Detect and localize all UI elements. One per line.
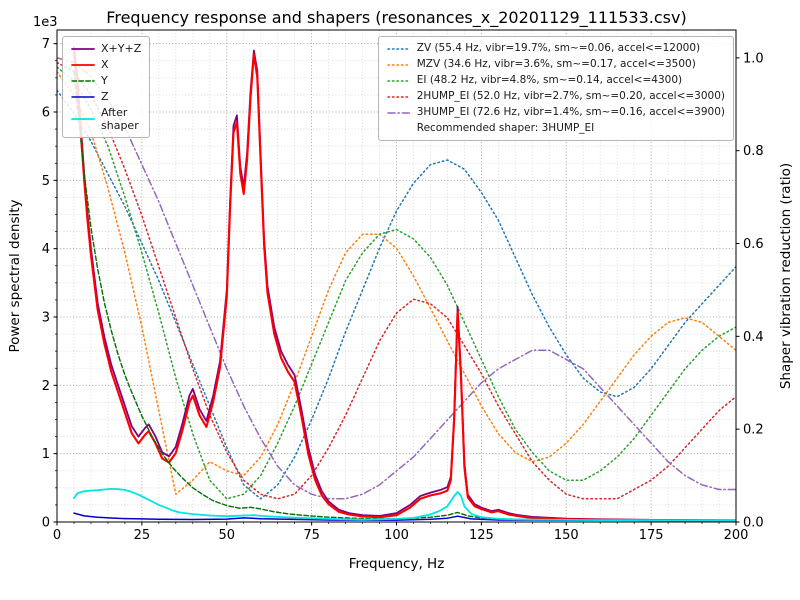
y-tick-label-right: 0.2 [743,423,764,438]
legend-label: Recommended shaper: 3HUMP_EI [416,122,595,134]
series-psd-after-shaper [73,488,736,522]
series-shaper-mzv [57,71,736,495]
y-tick-label-left: 1 [42,447,50,462]
y-tick-label-left: 6 [42,106,50,121]
series-shaper-zv [57,89,736,500]
legend-label: ZV (55.4 Hz, vibr=19.7%, sm~=0.06, accel… [416,42,701,54]
y-tick-label-left: 7 [42,37,50,52]
x-tick-label: 125 [469,528,494,543]
legend-blank-swatch [387,124,411,134]
legend-line-x-icon [71,63,95,66]
y-tick-label-right: 0.0 [743,516,764,531]
legend-item-x-y-z: X+Y+Z [71,42,141,55]
legend-line-after-shaper-icon [71,118,95,120]
x-tick-label: 25 [134,528,151,543]
legend-item-x: X [71,58,141,71]
legend-item-after-shaper: After shaper [71,106,141,132]
legend-label: 3HUMP_EI (72.6 Hz, vibr=1.4%, sm~=0.16, … [416,106,725,118]
legend-item-zv: ZV (55.4 Hz, vibr=19.7%, sm~=0.06, accel… [387,42,725,55]
legend-item-y: Y [71,74,141,87]
legend-label: MZV (34.6 Hz, vibr=3.6%, sm~=0.17, accel… [416,58,696,70]
legend-line-ei-icon [387,79,411,82]
x-tick-label: 50 [218,528,235,543]
legend-line-2hump_ei-icon [387,95,411,98]
x-tick-label: 0 [53,528,61,543]
y-tick-label-left: 2 [42,379,50,394]
legend-line-3hump_ei-icon [387,111,411,114]
chart-title: Frequency response and shapers (resonanc… [106,8,687,27]
x-tick-label: 75 [303,528,320,543]
legend-line-z-icon [71,95,95,98]
legend-item-recommended: Recommended shaper: 3HUMP_EI [387,122,725,135]
legend-line-x-y-z-icon [71,47,95,50]
series-shaper-3hump_ei [57,57,736,500]
ticks: 0 25 50 75 100 125 150 175 200 0 1 2 3 4 5 6 7 0.0 0.2 0.4 0… [42,37,764,543]
legend-line-mzv-icon [387,63,411,66]
legend-shapers: ZV (55.4 Hz, vibr=19.7%, sm~=0.06, accel… [377,36,734,141]
series-shaper-2hump_ei [57,61,736,500]
x-tick-label: 100 [384,528,409,543]
x-tick-label: 175 [639,528,664,543]
x-tick-label: 150 [554,528,579,543]
y-axis-offset-label: 1e3 [33,15,58,30]
legend-item-ei: EI (48.2 Hz, vibr=4.8%, sm~=0.14, accel<… [387,74,725,87]
y-tick-label-left: 4 [42,242,50,257]
legend-label: 2HUMP_EI (52.0 Hz, vibr=2.7%, sm~=0.20, … [416,90,725,102]
y-tick-label-left: 5 [42,174,50,189]
legend-line-y-icon [71,79,95,82]
legend-item-2hump_ei: 2HUMP_EI (52.0 Hz, vibr=2.7%, sm~=0.20, … [387,90,725,103]
y-tick-label-right: 0.4 [743,330,764,345]
legend-label: Z [101,90,109,103]
y-tick-label-right: 0.8 [743,144,764,159]
x-axis-label: Frequency, Hz [348,556,445,572]
legend-item-3hump_ei: 3HUMP_EI (72.6 Hz, vibr=1.4%, sm~=0.16, … [387,106,725,119]
series-psd-y [73,70,736,522]
y-tick-label-left: 3 [42,311,50,326]
legend-psd: X+Y+Z X Y Z After shaper [62,36,151,138]
series-shaper-ei [57,66,736,500]
y-tick-label-left: 0 [42,516,50,531]
legend-label: X [101,58,109,71]
y-tick-label-right: 0.6 [743,237,764,252]
series-psd-z [73,512,736,522]
legend-item-z: Z [71,90,141,103]
legend-label: X+Y+Z [101,42,142,55]
y-tick-label-right: 1.0 [743,51,764,66]
legend-label: EI (48.2 Hz, vibr=4.8%, sm~=0.14, accel<… [416,74,683,86]
legend-label: Y [101,74,108,87]
series-psd-x [72,50,736,522]
legend-line-zv-icon [387,47,411,50]
legend-label: After shaper [101,106,139,132]
x-tick-label: 200 [724,528,749,543]
legend-item-mzv: MZV (34.6 Hz, vibr=3.6%, sm~=0.17, accel… [387,58,725,71]
